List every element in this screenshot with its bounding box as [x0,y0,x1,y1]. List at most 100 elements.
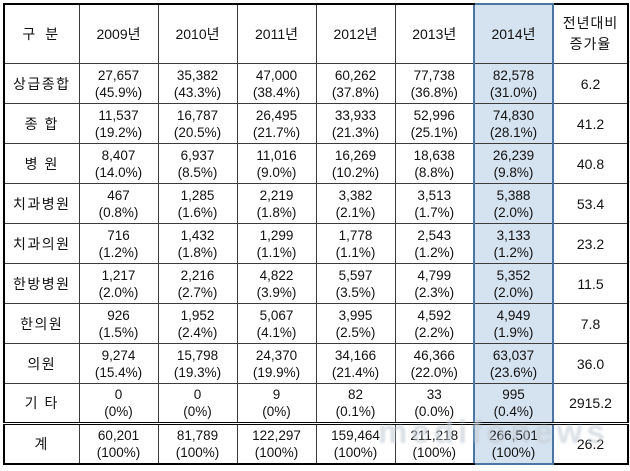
count-value: 8,407 [101,147,136,163]
year-value-cell: 26,495 (21.7%) [236,103,317,144]
percent-value: (1.1%) [256,244,297,260]
count-value: 6,937 [180,147,215,163]
count-value: 16,269 [334,147,377,163]
percent-value: (100%) [254,444,299,460]
year-value-cell: 2,219 (1.8%) [236,183,317,224]
percent-value: (100%) [96,444,141,460]
count-value: 34,166 [334,347,377,363]
data-row: 한방병원 1,217 (2.0%) 2,216 (2.7%) 4,822 (3.9%) 5,5… [3,263,629,304]
year-value-cell: 18,638 (8.8%) [394,143,475,184]
count-value: 5,067 [259,307,294,323]
count-value: 18,638 [413,147,455,163]
data-row: 상급종합 27,657 (45.9%) 35,382 (43.3%) 47,000 (38.… [3,63,629,104]
growth-rate-value: 41.2 [552,103,629,144]
year-value-cell: 4,822 (3.9%) [236,263,317,304]
year-value-cell: 2,543 (1.2%) [394,223,475,264]
percent-value: (1.8%) [256,204,297,220]
row-label: 치과병원 [3,183,80,224]
count-value: 5,388 [496,187,531,203]
count-value: 467 [107,187,130,203]
count-value: 77,738 [413,67,455,83]
data-row: 치과의원 716 (1.2%) 1,432 (1.8%) 1,299 (1.1%) 1,778… [3,223,629,264]
count-value: 3,382 [338,187,373,203]
percent-value: (28.1%) [489,124,538,140]
year-value-cell: 60,201 (100%) [78,422,159,465]
count-value: 26,239 [492,147,535,163]
year-value-cell: 4,799 (2.3%) [394,263,475,304]
percent-value: (37.8%) [331,84,380,100]
year-value-cell: 52,996 (25.1%) [394,103,475,144]
percent-value: (15.4%) [94,364,143,380]
count-value: 60,201 [97,427,140,443]
year-value-cell: 4,949 (1.9%) [473,303,554,344]
percent-value: (0.1%) [335,404,376,419]
count-value: 2,216 [180,267,215,283]
percent-value: (1.2%) [98,244,139,260]
percent-value: (20.5%) [173,124,222,140]
count-value: 60,262 [334,67,377,83]
year-value-cell: 1,432 (1.8%) [157,223,238,264]
count-value: 15,798 [176,347,219,363]
year-value-cell: 0 (0%) [78,383,159,424]
year-value-cell: 27,657 (45.9%) [78,63,159,104]
count-value: 16,787 [176,107,219,123]
year-value-cell: 9,274 (15.4%) [78,343,159,384]
year-value-cell: 46,366 (22.0%) [394,343,475,384]
percent-value: (1.7%) [414,204,455,220]
total-row: 계 60,201 (100%) 81,789 (100%) 122,297 (100%) 15… [3,422,629,465]
year-value-cell: 0 (0%) [157,383,238,424]
row-label: 계 [3,422,80,465]
percent-value: (1.8%) [177,244,218,260]
percent-value: (9.8%) [493,164,534,180]
count-value: 2,543 [417,227,452,243]
count-value: 11,016 [256,147,297,163]
percent-value: (0%) [104,404,133,419]
percent-value: (1.1%) [335,244,376,260]
count-value: 211,218 [410,427,459,443]
year-value-cell: 5,597 (3.5%) [315,263,396,304]
year-value-cell: 60,262 (37.8%) [315,63,396,104]
percent-value: (1.2%) [493,244,534,260]
data-row: 병 원 8,407 (14.0%) 6,937 (8.5%) 11,016 (9.0%) 16… [3,143,629,184]
growth-rate-value: 36.0 [552,343,629,384]
percent-value: (2.3%) [414,284,455,300]
percent-value: (45.9%) [94,84,143,100]
percent-value: (2.0%) [493,284,534,300]
year-value-cell: 467 (0.8%) [78,183,159,224]
percent-value: (2.7%) [177,284,218,300]
growth-rate-value: 26.2 [552,422,629,465]
year-value-cell: 266,501 (100%) [473,422,554,465]
row-label: 한방병원 [3,263,80,304]
year-value-cell: 5,067 (4.1%) [236,303,317,344]
percent-value: (23.6%) [489,364,538,380]
data-row: 치과병원 467 (0.8%) 1,285 (1.6%) 2,219 (1.8%) 3,382… [3,183,629,224]
percent-value: (19.9%) [252,364,301,380]
percent-value: (3.9%) [256,284,297,300]
header-growth-line1: 전년대비 [562,15,619,31]
year-value-cell: 82 (0.1%) [315,383,396,424]
year-value-cell: 5,388 (2.0%) [473,183,554,224]
percent-value: (1.5%) [98,324,139,340]
year-value-cell: 2,216 (2.7%) [157,263,238,304]
year-value-cell: 81,789 (100%) [157,422,238,465]
count-value: 63,037 [492,347,535,363]
count-value: 0 [193,387,202,402]
year-value-cell: 15,798 (19.3%) [157,343,238,384]
header-year-2013: 2013년 [394,3,475,64]
year-value-cell: 3,133 (1.2%) [473,223,554,264]
percent-value: (14.0%) [94,164,143,180]
year-value-cell: 716 (1.2%) [78,223,159,264]
count-value: 1,778 [338,227,373,243]
percent-value: (22.0%) [410,364,458,380]
growth-rate-value: 40.8 [552,143,629,184]
percent-value: (36.8%) [410,84,458,100]
percent-value: (1.9%) [493,324,534,340]
count-value: 52,996 [413,107,455,123]
year-value-cell: 159,464 (100%) [315,422,396,465]
year-value-cell: 1,778 (1.1%) [315,223,396,264]
year-value-cell: 26,239 (9.8%) [473,143,554,184]
count-value: 1,299 [259,227,294,243]
year-value-cell: 122,297 (100%) [236,422,317,465]
year-value-cell: 11,537 (19.2%) [78,103,159,144]
